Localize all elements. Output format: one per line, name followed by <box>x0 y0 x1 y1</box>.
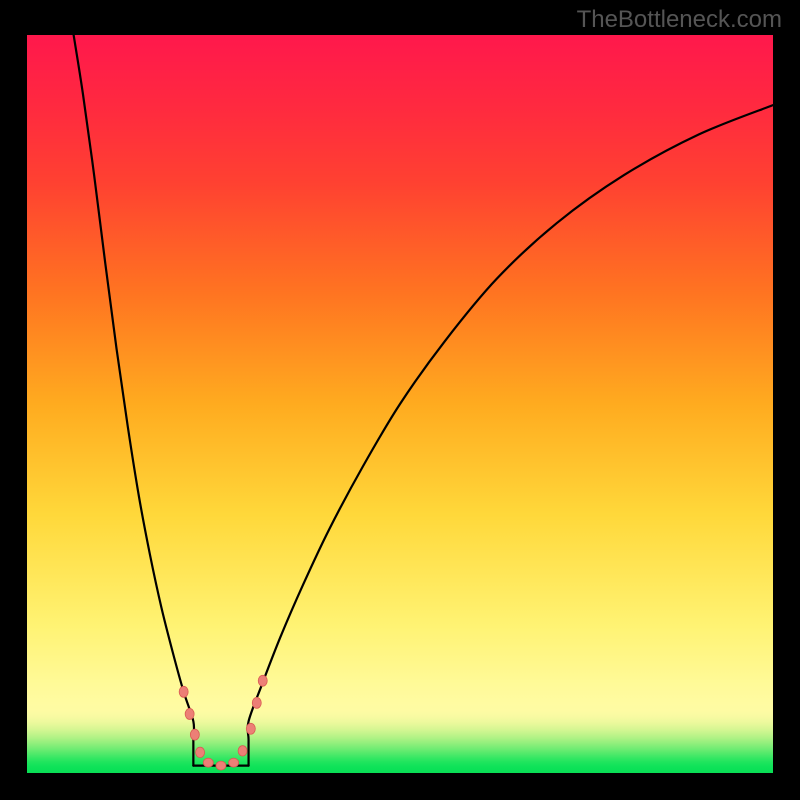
plot-area <box>27 35 773 773</box>
marker-point <box>246 723 255 734</box>
marker-point <box>185 708 194 719</box>
marker-point <box>229 758 239 767</box>
watermark-text: TheBottleneck.com <box>577 6 782 34</box>
plot-svg <box>27 35 773 773</box>
marker-point <box>190 729 199 740</box>
marker-point <box>216 761 226 770</box>
marker-point <box>238 746 247 756</box>
marker-point <box>258 675 267 686</box>
marker-point <box>179 686 188 697</box>
marker-point <box>252 697 261 708</box>
marker-point <box>196 747 205 757</box>
marker-point <box>203 758 213 767</box>
